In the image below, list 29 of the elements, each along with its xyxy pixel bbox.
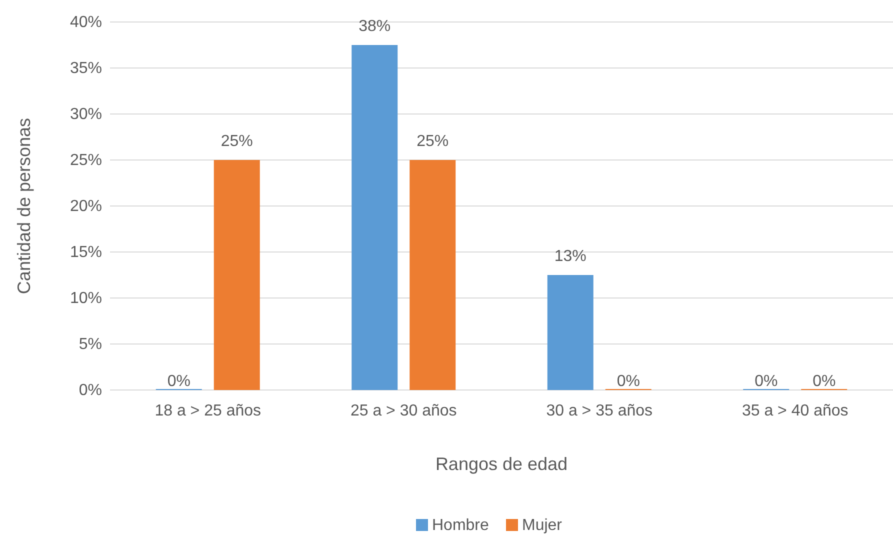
data-label: 38% [358, 18, 391, 35]
y-tick-label: 35% [70, 60, 102, 78]
y-tick-label: 40% [70, 14, 102, 32]
bar [352, 45, 398, 390]
x-tick-label: 30 a > 35 años [546, 402, 653, 420]
bar [547, 275, 594, 390]
bar [410, 160, 456, 390]
y-tick-label: 10% [70, 290, 102, 308]
y-tick-label: 0% [78, 382, 102, 400]
data-label: 25% [416, 133, 449, 150]
y-tick-label: 25% [70, 152, 102, 170]
data-label: 0% [167, 373, 190, 390]
data-label: 0% [754, 373, 778, 390]
data-label: 13% [554, 248, 586, 265]
legend-label: Hombre [432, 517, 490, 534]
data-label: 0% [812, 373, 836, 390]
x-tick-label: 35 a > 40 años [742, 402, 848, 420]
y-tick-label: 20% [70, 198, 102, 216]
bar [214, 160, 260, 390]
data-label: 0% [616, 373, 640, 390]
data-label: 25% [220, 133, 253, 150]
y-tick-label: 5% [78, 336, 102, 354]
y-tick-label: 30% [70, 106, 102, 124]
y-tick-label: 15% [70, 244, 102, 262]
x-tick-label: 25 a > 30 años [350, 402, 457, 420]
legend-label: Mujer [522, 517, 563, 534]
x-tick-label: 18 a > 25 años [154, 402, 262, 420]
x-axis-title: Rangos de edad [435, 454, 568, 474]
y-axis-title: Cantidad de personas [14, 118, 34, 294]
